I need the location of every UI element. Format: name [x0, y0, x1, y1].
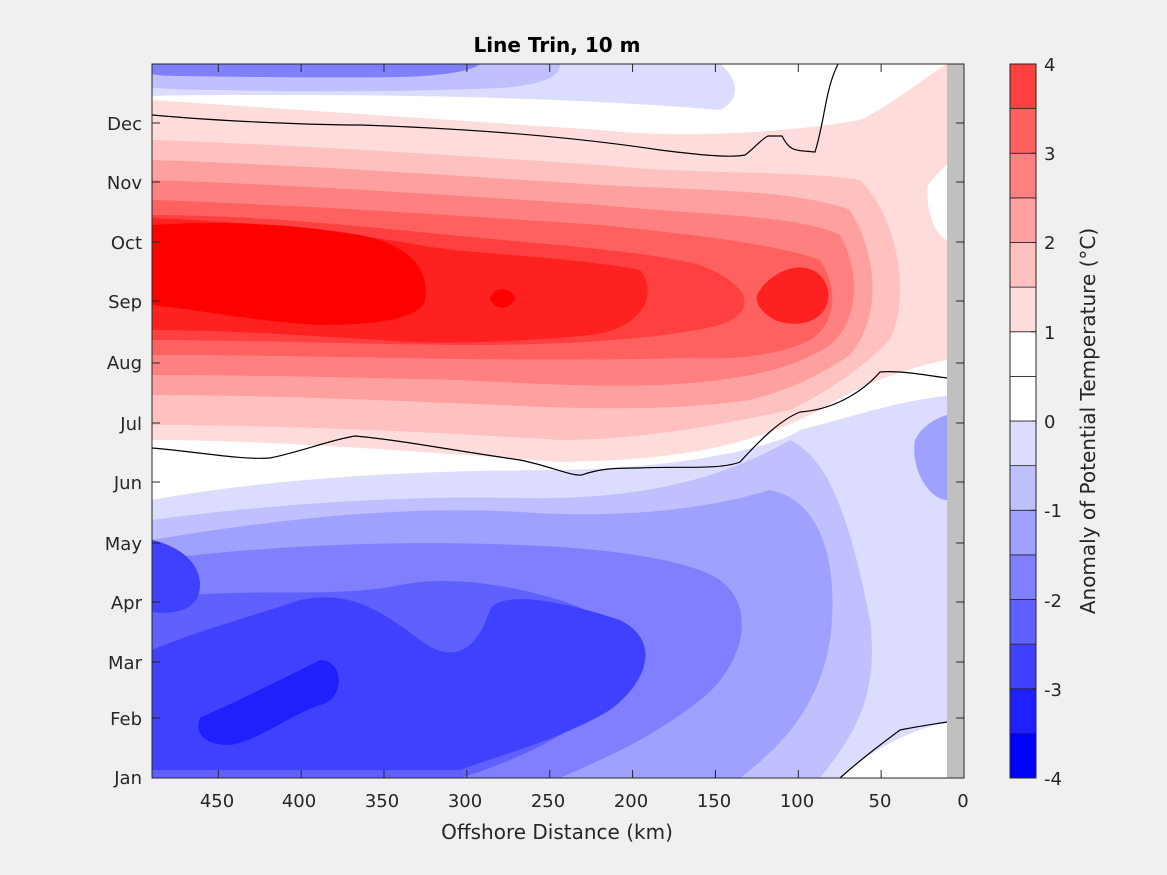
- x-tick-label: 300: [448, 791, 482, 812]
- tick-marks: [152, 64, 965, 779]
- contour-band-coastal-warm: [927, 165, 947, 240]
- colorbar-segment: [1009, 63, 1037, 110]
- colorbar-tick-label: 1: [1044, 323, 1055, 344]
- colorbar-segment: [1009, 286, 1037, 333]
- zero-contours: [151, 63, 948, 779]
- y-tick-label: Jun: [113, 473, 142, 494]
- colorbar-segment: [1009, 465, 1037, 511]
- colorbar-tick-label: -1: [1044, 501, 1062, 522]
- y-tick-label: Jan: [113, 768, 142, 789]
- zero-contour-bottom: [839, 721, 948, 779]
- x-tick-label: 50: [869, 791, 892, 812]
- y-tick-label: May: [105, 534, 143, 555]
- y-tick-label: Nov: [107, 173, 142, 194]
- x-tick-label: 450: [200, 791, 234, 812]
- contour-band-warm-8: [756, 267, 829, 324]
- colorbar-tick-label: -2: [1044, 591, 1062, 612]
- colorbar-segment: [1009, 331, 1037, 377]
- colorbar-tick-label: -4: [1044, 769, 1062, 790]
- colorbar-tick-marks: [1031, 63, 1036, 779]
- y-tick-label: Sep: [108, 292, 142, 313]
- x-tick-label: 150: [697, 791, 731, 812]
- contour-band-coastal-white: [840, 722, 947, 778]
- y-tick-label: Mar: [108, 653, 143, 674]
- contour-band-cold-8: [152, 540, 200, 613]
- colorbar-segment: [1009, 688, 1037, 734]
- contour-band-cold-6: [152, 597, 646, 770]
- colorbar-tick-label: -3: [1044, 680, 1062, 701]
- colorbar-segment: [1009, 732, 1037, 779]
- contour-fill-layer: [152, 64, 947, 778]
- coast-land-mask: [947, 64, 964, 778]
- colorbar-segment: [1009, 643, 1037, 690]
- colorbar-tick-label: 4: [1044, 55, 1055, 76]
- colorbar-segment: [1009, 375, 1037, 422]
- x-tick-label: 100: [780, 791, 814, 812]
- contour-band-cold-7: [198, 660, 339, 745]
- x-tick-label: 250: [531, 791, 565, 812]
- colorbar-tick-label: 0: [1044, 412, 1055, 433]
- contour-band-warm-10: [490, 289, 515, 308]
- x-tick-label: 400: [282, 791, 316, 812]
- colorbar-segment: [1009, 152, 1037, 199]
- y-tick-label: Jul: [119, 414, 142, 435]
- x-tick-label: 200: [614, 791, 648, 812]
- colorbar-label: Anomaly of Potential Temperature (°C): [1076, 228, 1100, 614]
- zero-contour-upper: [151, 63, 839, 157]
- y-tick-label: Apr: [111, 593, 143, 614]
- colorbar-segment: [1009, 420, 1037, 467]
- x-tick-labels: 450 400 350 300 250 200 150 100 50 0: [200, 791, 969, 812]
- x-axis-label: Offshore Distance (km): [441, 820, 673, 844]
- colorbar-segment: [1009, 509, 1037, 556]
- colorbar-segment: [1009, 108, 1037, 154]
- chart-title: Line Trin, 10 m: [474, 33, 641, 57]
- contour-band-warm-9: [152, 223, 426, 325]
- zero-contour-lower: [151, 371, 948, 476]
- y-tick-label: Dec: [107, 114, 142, 135]
- contour-band-cold-top-3: [152, 64, 480, 78]
- colorbar-segment: [1009, 242, 1037, 288]
- plot-area: [151, 63, 965, 779]
- colorbar-segment: [1009, 197, 1037, 243]
- y-tick-label: Oct: [111, 233, 142, 254]
- contour-band-coastal-cold: [914, 415, 947, 500]
- y-tick-labels: Jan Feb Mar Apr May Jun Jul Aug Sep Oct …: [105, 114, 143, 789]
- colorbar-segment: [1009, 599, 1037, 645]
- colorbar-segment: [1009, 554, 1037, 600]
- colorbar: 4 3 2 1 0 -1 -2 -3 -4 Anomaly of Potenti…: [1009, 55, 1100, 790]
- colorbar-tick-label: 3: [1044, 144, 1055, 165]
- y-tick-label: Aug: [107, 353, 142, 374]
- plot-frame: [151, 63, 965, 779]
- y-tick-label: Feb: [110, 709, 142, 730]
- colorbar-tick-label: 2: [1044, 233, 1055, 254]
- x-tick-label: 0: [957, 791, 968, 812]
- x-tick-label: 350: [365, 791, 399, 812]
